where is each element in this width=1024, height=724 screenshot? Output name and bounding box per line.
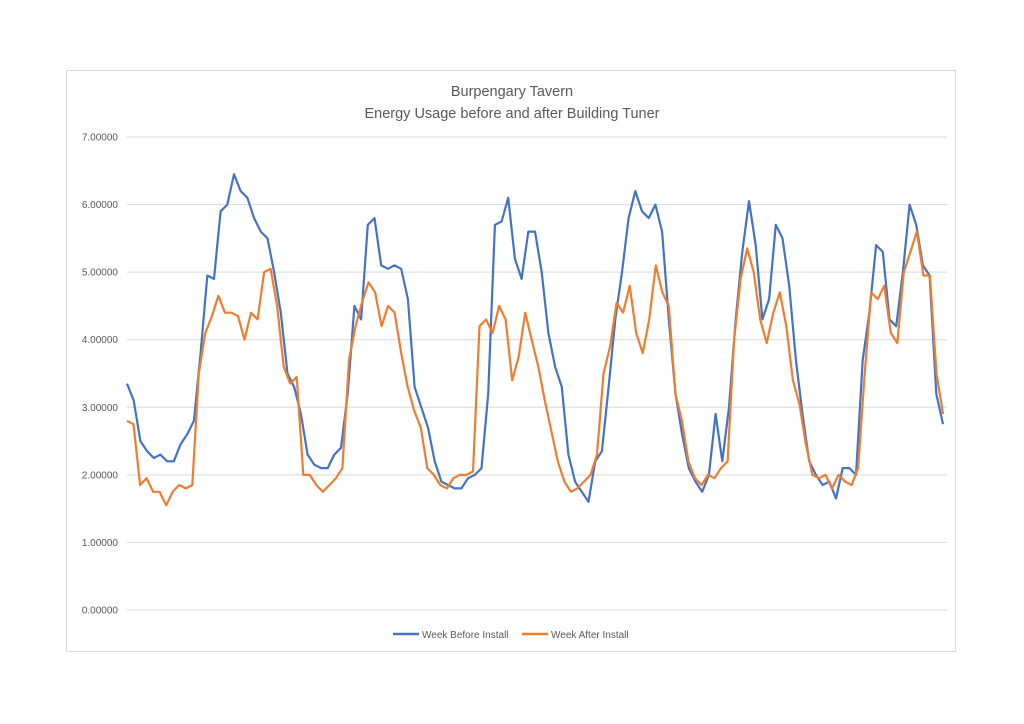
legend: Week Before Install Week After Install xyxy=(393,630,629,641)
y-tick-label: 0.00000 xyxy=(82,606,119,617)
y-tick-label: 5.00000 xyxy=(82,268,119,279)
series-line-week-after xyxy=(126,230,945,507)
legend-label-week-after: Week After Install xyxy=(551,630,629,641)
chart-area: Burpengary Tavern Energy Usage before an… xyxy=(66,70,956,652)
y-tick-label: 7.00000 xyxy=(82,133,119,144)
legend-label-week-before: Week Before Install xyxy=(422,630,509,641)
y-tick-label: 3.00000 xyxy=(82,403,119,414)
y-tick-label: 2.00000 xyxy=(82,470,119,481)
series-lines xyxy=(125,173,945,507)
line-chart: Burpengary Tavern Energy Usage before an… xyxy=(82,84,947,641)
y-axis-tick-labels: 0.00000 1.00000 2.00000 3.00000 4.00000 5.000… xyxy=(82,133,119,617)
chart-title-line-2: Energy Usage before and after Building T… xyxy=(364,106,659,122)
y-tick-label: 6.00000 xyxy=(82,200,119,211)
chart-title-line-1: Burpengary Tavern xyxy=(451,84,573,100)
series-line-week-before xyxy=(125,173,945,503)
y-tick-label: 1.00000 xyxy=(82,538,119,549)
y-tick-label: 4.00000 xyxy=(82,335,119,346)
